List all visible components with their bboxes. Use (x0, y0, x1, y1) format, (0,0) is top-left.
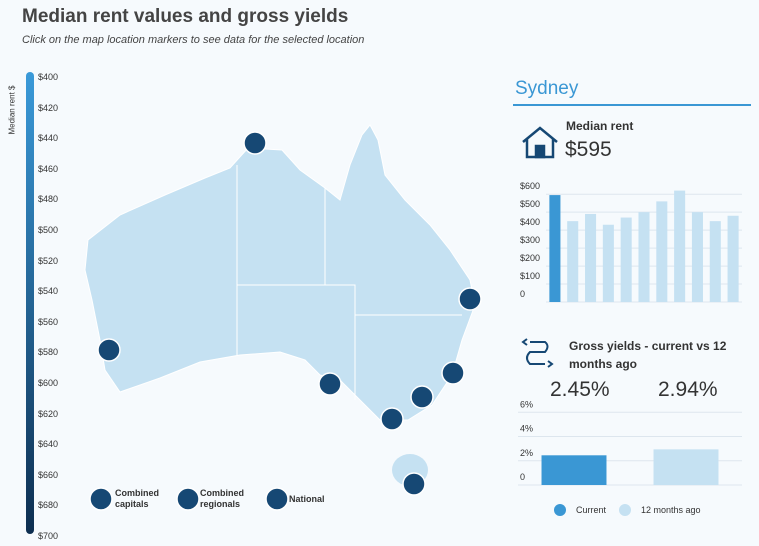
yields-label: Gross yields - current vs 12 months ago (569, 339, 727, 371)
y-tick-label: 4% (520, 424, 533, 434)
bar (653, 449, 719, 485)
scale-tick: $540 (38, 286, 59, 297)
y-tick-label: 0 (520, 289, 525, 299)
scale-tick: $600 (38, 378, 59, 388)
scale-tick: $420 (38, 102, 59, 113)
scale-tick: $500 (38, 225, 59, 235)
legend-swatch (619, 504, 631, 516)
title: Median rent values and gross yields (22, 6, 349, 27)
bar (727, 215, 739, 302)
australia (84, 124, 476, 421)
bar (620, 217, 632, 302)
legend-label: Combined regionals (200, 488, 244, 509)
yield-chart: 0 2% 4% 6% Current 12 months ago (518, 399, 742, 516)
scale-tick: $400 (38, 72, 59, 82)
bar (602, 224, 614, 302)
rent-chart: 0 $100 $200 $300 $400 $500 $600 (520, 181, 742, 303)
bar (541, 455, 607, 485)
markers[interactable] (89, 131, 482, 511)
y-tick-label: $600 (520, 181, 540, 191)
median-rent-label: Median rent (566, 119, 634, 133)
legend-label: Current (576, 505, 607, 515)
current-yield: 2.45% (550, 378, 610, 401)
y-tick-label: 2% (520, 448, 533, 458)
scale-tick: $580 (38, 347, 59, 358)
y-tick-label: 0 (520, 472, 525, 482)
median-rent-value: $595 (565, 138, 612, 161)
bar (549, 195, 561, 302)
scale-tick: $660 (38, 469, 59, 480)
state-borders (236, 165, 462, 400)
prior-yield: 2.94% (658, 378, 718, 401)
subtitle: Click on the map location markers to see… (22, 34, 365, 46)
divider (513, 104, 751, 106)
scale-tick: $700 (38, 531, 59, 541)
bar (656, 201, 668, 302)
color-scale (26, 72, 34, 534)
y-tick-label: $200 (520, 253, 540, 263)
bar (585, 213, 597, 302)
scale-tick: $640 (38, 439, 59, 450)
legend-label: National (289, 494, 325, 504)
bar (691, 212, 703, 302)
scale-tick: $620 (38, 408, 59, 419)
scale-tick: $480 (38, 194, 59, 205)
bar (638, 212, 650, 302)
house-icon (522, 126, 558, 159)
legend-swatch (554, 504, 566, 516)
y-tick-label: $100 (520, 271, 540, 281)
y-tick-label: $300 (520, 235, 540, 245)
scale-tick: $460 (38, 163, 59, 174)
bar (567, 221, 579, 302)
swap-icon (521, 338, 554, 368)
y-tick-label: $400 (520, 217, 540, 227)
legend-label: Combined capitals (115, 488, 159, 509)
y-tick-label: $500 (520, 199, 540, 209)
scale-tick: $680 (38, 500, 59, 511)
scale-tick: $440 (38, 133, 59, 144)
legend-label: 12 months ago (641, 505, 701, 515)
scale-tick: $520 (38, 255, 59, 266)
scale-tick: $560 (38, 316, 59, 327)
bar (709, 221, 721, 302)
bar (674, 190, 686, 302)
y-tick-label: 6% (520, 399, 533, 409)
location: Sydney (515, 78, 579, 99)
